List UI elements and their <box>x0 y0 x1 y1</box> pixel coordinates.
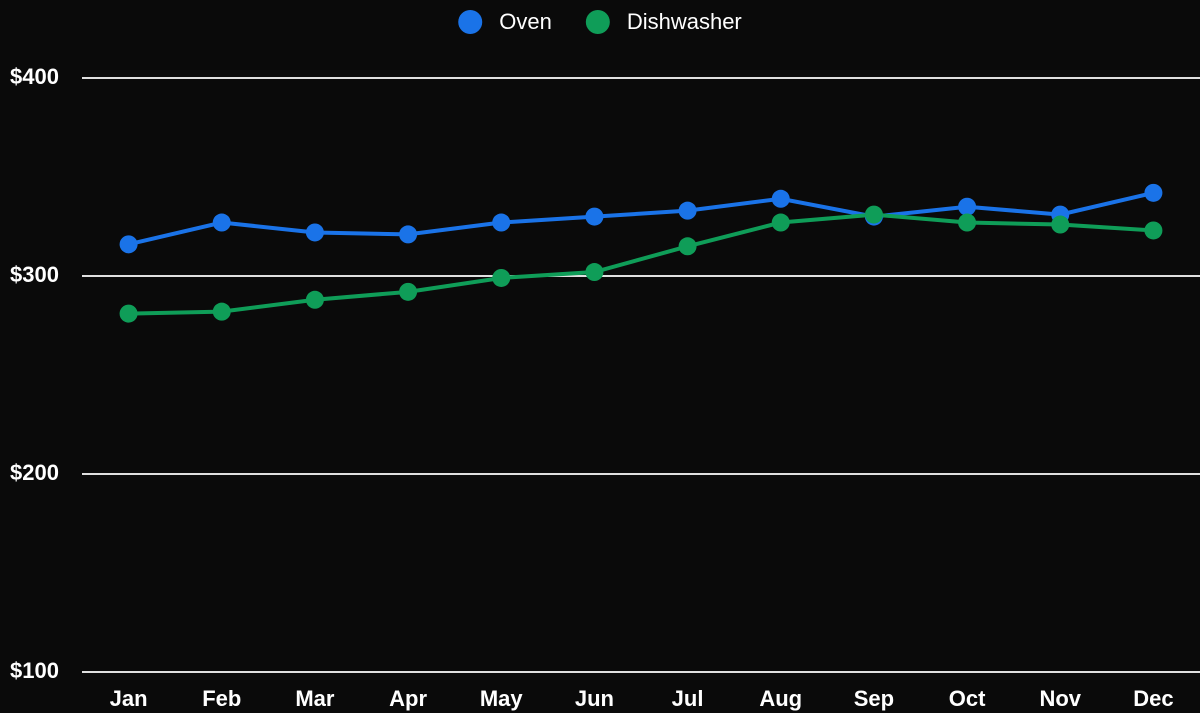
data-point <box>492 268 511 287</box>
x-tick-label: Sep <box>854 686 894 711</box>
series-line <box>128 190 1154 247</box>
legend-swatch <box>585 10 610 34</box>
data-point <box>492 213 511 232</box>
x-tick-label: Mar <box>295 686 335 711</box>
data-point <box>585 263 604 282</box>
legend-item: Oven <box>458 9 552 34</box>
data-point <box>958 197 977 216</box>
legend-swatch <box>458 10 483 34</box>
x-tick-label: Apr <box>389 686 427 711</box>
data-point <box>678 237 697 256</box>
data-point <box>1051 215 1070 234</box>
data-point <box>305 223 324 242</box>
legend-item: Dishwasher <box>585 9 742 34</box>
x-tick-label: Jul <box>672 686 704 711</box>
data-point <box>771 189 790 208</box>
y-tick-label: $400 <box>10 64 59 89</box>
y-tick-label: $200 <box>10 460 59 485</box>
data-point <box>1144 221 1163 240</box>
data-point <box>678 201 697 220</box>
x-tick-label: Jan <box>110 686 148 711</box>
legend: Oven Dishwasher <box>458 9 742 34</box>
legend-label: Dishwasher <box>627 9 742 34</box>
data-point <box>212 302 231 321</box>
x-tick-label: May <box>480 686 524 711</box>
data-point <box>399 225 418 244</box>
data-point <box>399 282 418 301</box>
data-point <box>212 213 231 232</box>
legend-label: Oven <box>499 9 552 34</box>
data-point <box>119 235 138 254</box>
data-point <box>864 205 883 224</box>
data-point <box>119 304 138 323</box>
data-point <box>771 213 790 232</box>
data-point <box>305 290 324 309</box>
x-tick-label: Nov <box>1039 686 1081 711</box>
x-tick-label: Oct <box>949 686 986 711</box>
data-point <box>1144 183 1163 202</box>
y-tick-label: $300 <box>10 262 59 287</box>
x-tick-label: Aug <box>759 686 802 711</box>
x-tick-label: Dec <box>1133 686 1173 711</box>
series-line <box>128 212 1154 316</box>
x-tick-label: Jun <box>575 686 614 711</box>
y-tick-label: $100 <box>10 658 59 683</box>
data-point <box>585 207 604 226</box>
x-tick-label: Feb <box>202 686 241 711</box>
data-point <box>958 213 977 232</box>
